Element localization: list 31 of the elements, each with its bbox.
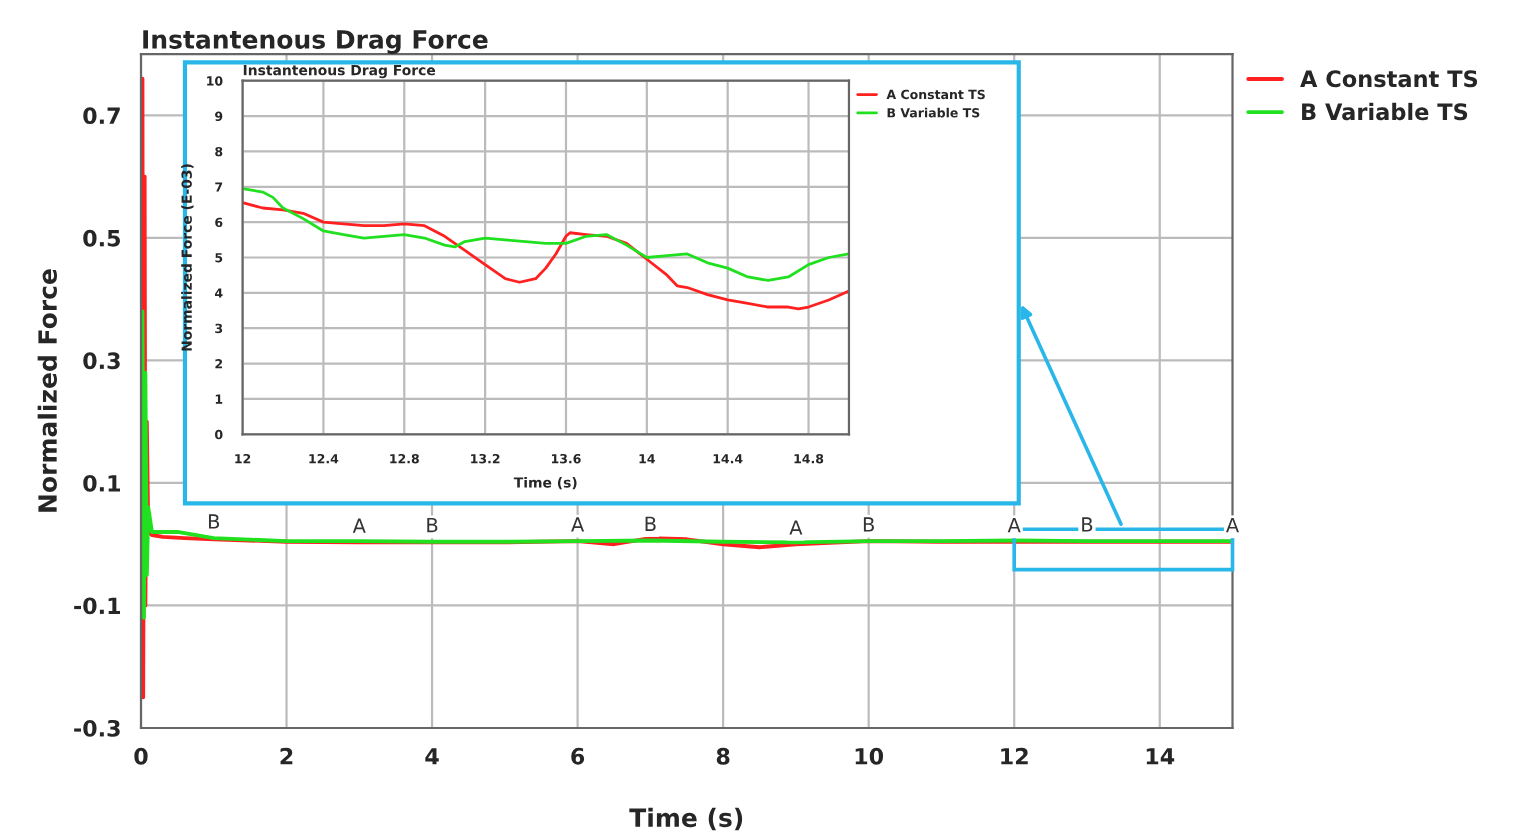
chart-title: Instantenous Drag Force <box>143 30 488 54</box>
legend-label: B Variable TS <box>1302 102 1468 121</box>
annotation: B <box>427 517 438 533</box>
y-tick-label: 0.1 <box>83 474 121 492</box>
x-tick-label: 12 <box>1001 747 1028 765</box>
annotation: B <box>863 517 874 532</box>
x-tick-label: 14 <box>1146 748 1175 765</box>
x-axis-title: Time (s) <box>629 807 743 831</box>
annotation: A <box>571 517 585 532</box>
annotation: B <box>208 514 220 529</box>
annotation: A <box>1226 517 1239 533</box>
y-tick-label: 0.7 <box>83 107 120 125</box>
annotation: B <box>1082 517 1093 532</box>
x-tick-label: 4 <box>425 748 439 765</box>
y-axis-title: Normalized Force <box>37 269 57 512</box>
line-series <box>242 201 849 311</box>
y-tick-label: 0.5 <box>83 229 120 247</box>
x-tick-label: 6 <box>571 747 585 765</box>
x-tick-label: 0 <box>134 747 148 765</box>
line-series <box>242 187 849 282</box>
legend-label: A Constant TS <box>1300 70 1478 88</box>
annotation: A <box>789 520 803 535</box>
y-tick-label: 0.3 <box>83 352 120 370</box>
annotation: A <box>352 518 366 533</box>
x-tick-label: 10 <box>855 747 884 765</box>
annotation: B <box>645 516 656 531</box>
y-tick-label: -0.1 <box>74 597 121 615</box>
x-tick-label: 2 <box>280 747 293 765</box>
annotation: A <box>1007 517 1021 533</box>
x-tick-label: 8 <box>716 747 730 765</box>
y-tick-label: -0.3 <box>74 719 120 737</box>
